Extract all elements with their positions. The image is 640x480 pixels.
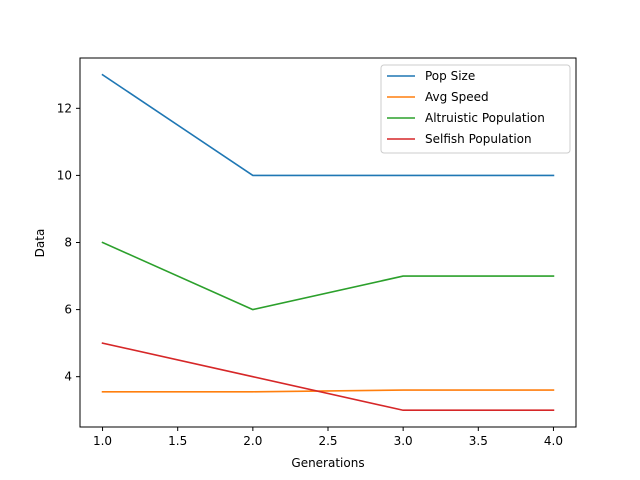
- x-axis-label: Generations: [291, 456, 364, 470]
- y-axis-label: Data: [33, 229, 47, 258]
- x-axis-ticks: 1.0 1.5 2.0 2.5 3.0 3.5 4.0: [93, 427, 563, 448]
- x-tick-label: 1.5: [168, 434, 187, 448]
- x-tick-label: 4.0: [544, 434, 563, 448]
- legend-box: [380, 64, 571, 154]
- x-tick-label: 3.0: [394, 434, 413, 448]
- x-tick-label: 1.0: [93, 434, 112, 448]
- x-tick-label: 3.5: [469, 434, 488, 448]
- y-tick-label: 8: [64, 236, 72, 250]
- y-tick-label: 12: [57, 101, 72, 115]
- series-line-2: [101, 389, 555, 393]
- x-tick-label: 2.0: [243, 434, 262, 448]
- legend-label-4: Selfish Population: [425, 132, 532, 146]
- series-line-4: [101, 342, 555, 412]
- legend: Pop Size Avg Speed Altruistic Population Se…: [380, 64, 571, 154]
- legend-entries: Pop Size Avg Speed Altruistic Population Se…: [387, 69, 545, 146]
- series-layer: [101, 73, 555, 412]
- legend-label-1: Pop Size: [425, 69, 475, 83]
- legend-label-3: Altruistic Population: [425, 111, 545, 125]
- x-tick-label: 2.5: [318, 434, 337, 448]
- y-tick-label: 6: [64, 303, 72, 317]
- y-tick-label: 10: [57, 168, 72, 182]
- series-line-3: [101, 241, 555, 311]
- y-tick-label: 4: [64, 370, 72, 384]
- series-line-1: [101, 73, 555, 177]
- y-axis-ticks: 4 6 8 10 12: [57, 101, 80, 384]
- legend-label-2: Avg Speed: [425, 90, 489, 104]
